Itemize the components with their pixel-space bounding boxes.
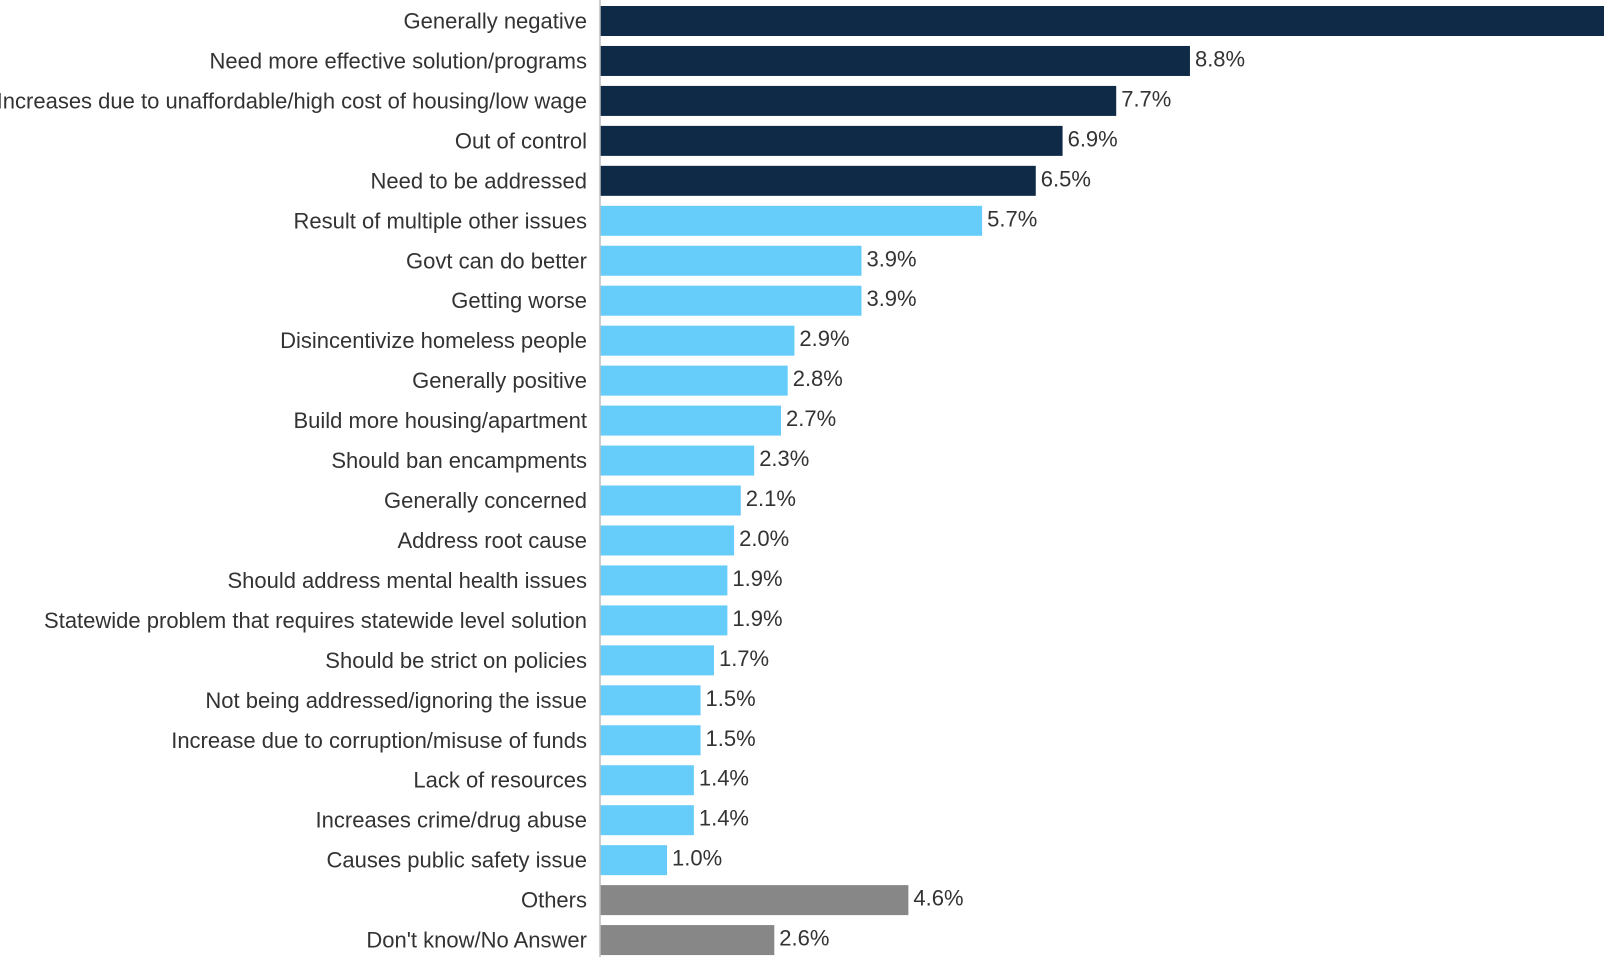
category-label: Getting worse <box>451 288 587 313</box>
bar <box>600 605 728 636</box>
value-label: 6.9% <box>1068 126 1118 151</box>
category-label: Don't know/No Answer <box>366 928 587 953</box>
bar <box>600 645 714 676</box>
value-label: 5.7% <box>987 206 1037 231</box>
value-label: 1.5% <box>706 686 756 711</box>
value-label: 2.7% <box>786 406 836 431</box>
bar <box>600 85 1117 116</box>
bar <box>600 805 694 836</box>
value-label: 1.4% <box>699 806 749 831</box>
bar <box>600 365 788 396</box>
category-label: Should be strict on policies <box>325 648 587 673</box>
value-label: 2.0% <box>739 526 789 551</box>
category-label: Disincentivize homeless people <box>280 328 587 353</box>
category-label: Should address mental health issues <box>227 568 587 593</box>
bar <box>600 405 782 436</box>
category-label: Lack of resources <box>413 768 587 793</box>
value-label: 2.8% <box>793 366 843 391</box>
bar <box>600 245 862 276</box>
value-label: 1.9% <box>732 566 782 591</box>
category-label: Need more effective solution/programs <box>210 48 587 73</box>
category-label: Build more housing/apartment <box>294 408 588 433</box>
bar <box>600 165 1036 196</box>
bar <box>600 325 795 356</box>
bar <box>600 885 909 916</box>
labels-layer: Generally negative22.3%Need more effecti… <box>0 9 1245 953</box>
bar <box>600 525 735 556</box>
value-label: 7.7% <box>1121 86 1171 111</box>
bar <box>600 445 755 476</box>
bar <box>600 285 862 316</box>
value-label: 4.6% <box>913 886 963 911</box>
value-label: 1.0% <box>672 846 722 871</box>
bar <box>600 845 668 876</box>
bars-layer <box>600 6 1604 956</box>
category-label: Increases crime/drug abuse <box>316 808 587 833</box>
category-label: Need to be addressed <box>371 168 588 193</box>
bar <box>600 725 701 756</box>
value-label: 1.5% <box>706 726 756 751</box>
category-label: Increase due to corruption/misuse of fun… <box>171 728 587 753</box>
category-label: Result of multiple other issues <box>294 208 587 233</box>
value-label: 6.5% <box>1041 166 1091 191</box>
value-label: 8.8% <box>1195 46 1245 71</box>
value-label: 1.4% <box>699 766 749 791</box>
value-label: 3.9% <box>866 246 916 271</box>
bar <box>600 45 1190 76</box>
value-label: 1.7% <box>719 646 769 671</box>
category-label: Generally negative <box>404 9 587 34</box>
bar <box>600 765 694 796</box>
bar <box>600 205 983 236</box>
value-label: 2.9% <box>799 326 849 351</box>
bar <box>600 6 1604 36</box>
bar <box>600 565 728 596</box>
bar <box>600 925 775 956</box>
category-label: Address root cause <box>397 528 587 553</box>
category-label: Others <box>521 888 587 913</box>
category-label: Causes public safety issue <box>327 848 587 873</box>
category-label: Govt can do better <box>406 248 587 273</box>
category-label: Not being addressed/ignoring the issue <box>205 688 587 713</box>
category-label: Generally concerned <box>384 488 587 513</box>
bar <box>600 485 741 516</box>
category-label: Should ban encampments <box>331 448 587 473</box>
category-label: Statewide problem that requires statewid… <box>44 608 587 633</box>
bar <box>600 685 701 716</box>
value-label: 2.1% <box>746 486 796 511</box>
bar <box>600 125 1063 156</box>
value-label: 1.9% <box>732 606 782 631</box>
value-label: 2.6% <box>779 926 829 951</box>
category-label: Increases due to unaffordable/high cost … <box>0 88 587 113</box>
value-label: 2.3% <box>759 446 809 471</box>
value-label: 3.9% <box>866 286 916 311</box>
category-label: Out of control <box>455 128 587 153</box>
category-label: Generally positive <box>412 368 587 393</box>
